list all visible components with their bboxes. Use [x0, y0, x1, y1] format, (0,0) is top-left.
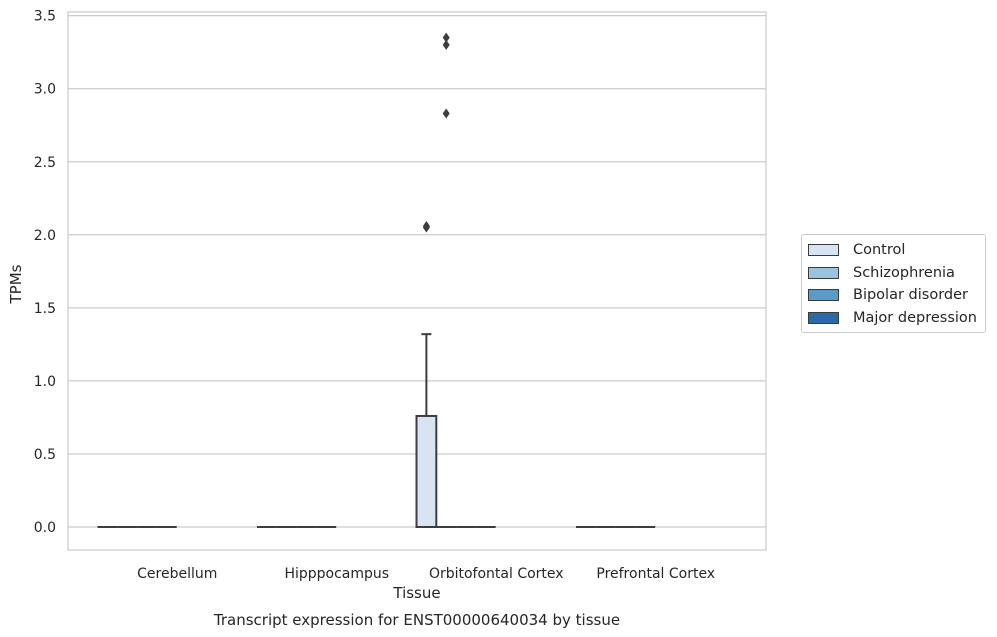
y-tick-label: 0.5	[34, 447, 56, 463]
plot-frame	[67, 11, 767, 551]
legend-item-bipolar-disorder: Bipolar disorder	[802, 284, 985, 307]
x-tick-label: Orbitofontal Cortex	[429, 566, 564, 582]
box-body	[415, 414, 438, 528]
legend-label-control: Control	[853, 242, 906, 259]
x-tick-label: Cerebellum	[137, 566, 217, 582]
y-tick-label: 1.5	[34, 301, 56, 317]
x-tick-label: Hipppocampus	[284, 566, 389, 582]
x-tick-labels: Cerebellum Hipppocampus Orbitofontal Corte…	[137, 566, 715, 582]
box-1-2	[436, 32, 457, 528]
y-axis-title: TPMs	[7, 264, 25, 304]
x-tick-label: Prefrontal Cortex	[596, 566, 715, 582]
y-tick-label: 2.5	[34, 155, 56, 171]
legend-swatch-bipolar-disorder	[808, 289, 839, 302]
y-tick-label: 0.0	[34, 520, 56, 536]
x-axis-title: Tissue	[392, 584, 440, 602]
y-tick-label: 3.5	[34, 9, 56, 25]
grid-layer	[68, 15, 766, 528]
legend-swatch-major-depression	[808, 311, 839, 324]
legend-label-bipolar-disorder: Bipolar disorder	[853, 287, 968, 304]
legend-swatch-schizophrenia	[808, 266, 839, 279]
outlier-point	[442, 32, 450, 43]
box-0-2	[415, 221, 438, 528]
box-layer	[97, 32, 656, 528]
outlier-point	[442, 39, 450, 50]
legend: Control Schizophrenia Bipolar disorder M…	[801, 234, 986, 333]
legend-item-major-depression: Major depression	[802, 307, 985, 330]
y-tick-labels: 0.0 0.5 1.0 1.5 2.0 2.5 3.0 3.5	[34, 9, 56, 536]
y-tick-label: 3.0	[34, 82, 56, 98]
outlier-point	[442, 108, 450, 119]
y-tick-label: 1.0	[34, 374, 56, 390]
outlier-point	[422, 221, 430, 232]
chart-title: Transcript expression for ENST0000064003…	[213, 611, 620, 629]
legend-item-control: Control	[802, 239, 985, 262]
y-tick-label: 2.0	[34, 228, 56, 244]
legend-label-major-depression: Major depression	[853, 309, 977, 326]
legend-item-schizophrenia: Schizophrenia	[802, 262, 985, 285]
legend-label-schizophrenia: Schizophrenia	[853, 264, 955, 281]
legend-swatch-control	[808, 244, 839, 257]
